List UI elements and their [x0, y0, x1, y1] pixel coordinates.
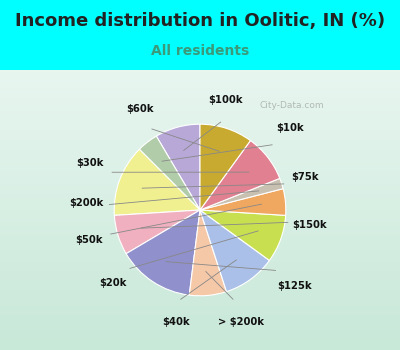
Text: $10k: $10k — [276, 124, 304, 133]
Text: > $200k: > $200k — [218, 316, 264, 327]
Text: $40k: $40k — [162, 316, 190, 327]
Wedge shape — [114, 149, 200, 215]
Wedge shape — [156, 124, 200, 210]
Text: Income distribution in Oolitic, IN (%): Income distribution in Oolitic, IN (%) — [15, 12, 385, 30]
Text: $30k: $30k — [76, 158, 104, 168]
Wedge shape — [200, 141, 280, 210]
Text: $60k: $60k — [126, 104, 154, 114]
Wedge shape — [139, 136, 200, 210]
Text: $125k: $125k — [277, 280, 312, 290]
Wedge shape — [200, 210, 286, 260]
Text: $150k: $150k — [292, 220, 327, 230]
Text: $75k: $75k — [291, 173, 318, 182]
Wedge shape — [200, 178, 283, 210]
Wedge shape — [200, 189, 286, 215]
Wedge shape — [114, 210, 200, 254]
Text: $50k: $50k — [75, 235, 102, 245]
Text: $20k: $20k — [99, 278, 126, 288]
Wedge shape — [189, 210, 226, 296]
Text: $200k: $200k — [70, 198, 104, 208]
Text: All residents: All residents — [151, 44, 249, 58]
Text: City-Data.com: City-Data.com — [260, 100, 324, 110]
Wedge shape — [200, 124, 250, 210]
Wedge shape — [126, 210, 200, 295]
Text: $100k: $100k — [208, 95, 243, 105]
Wedge shape — [200, 210, 270, 292]
